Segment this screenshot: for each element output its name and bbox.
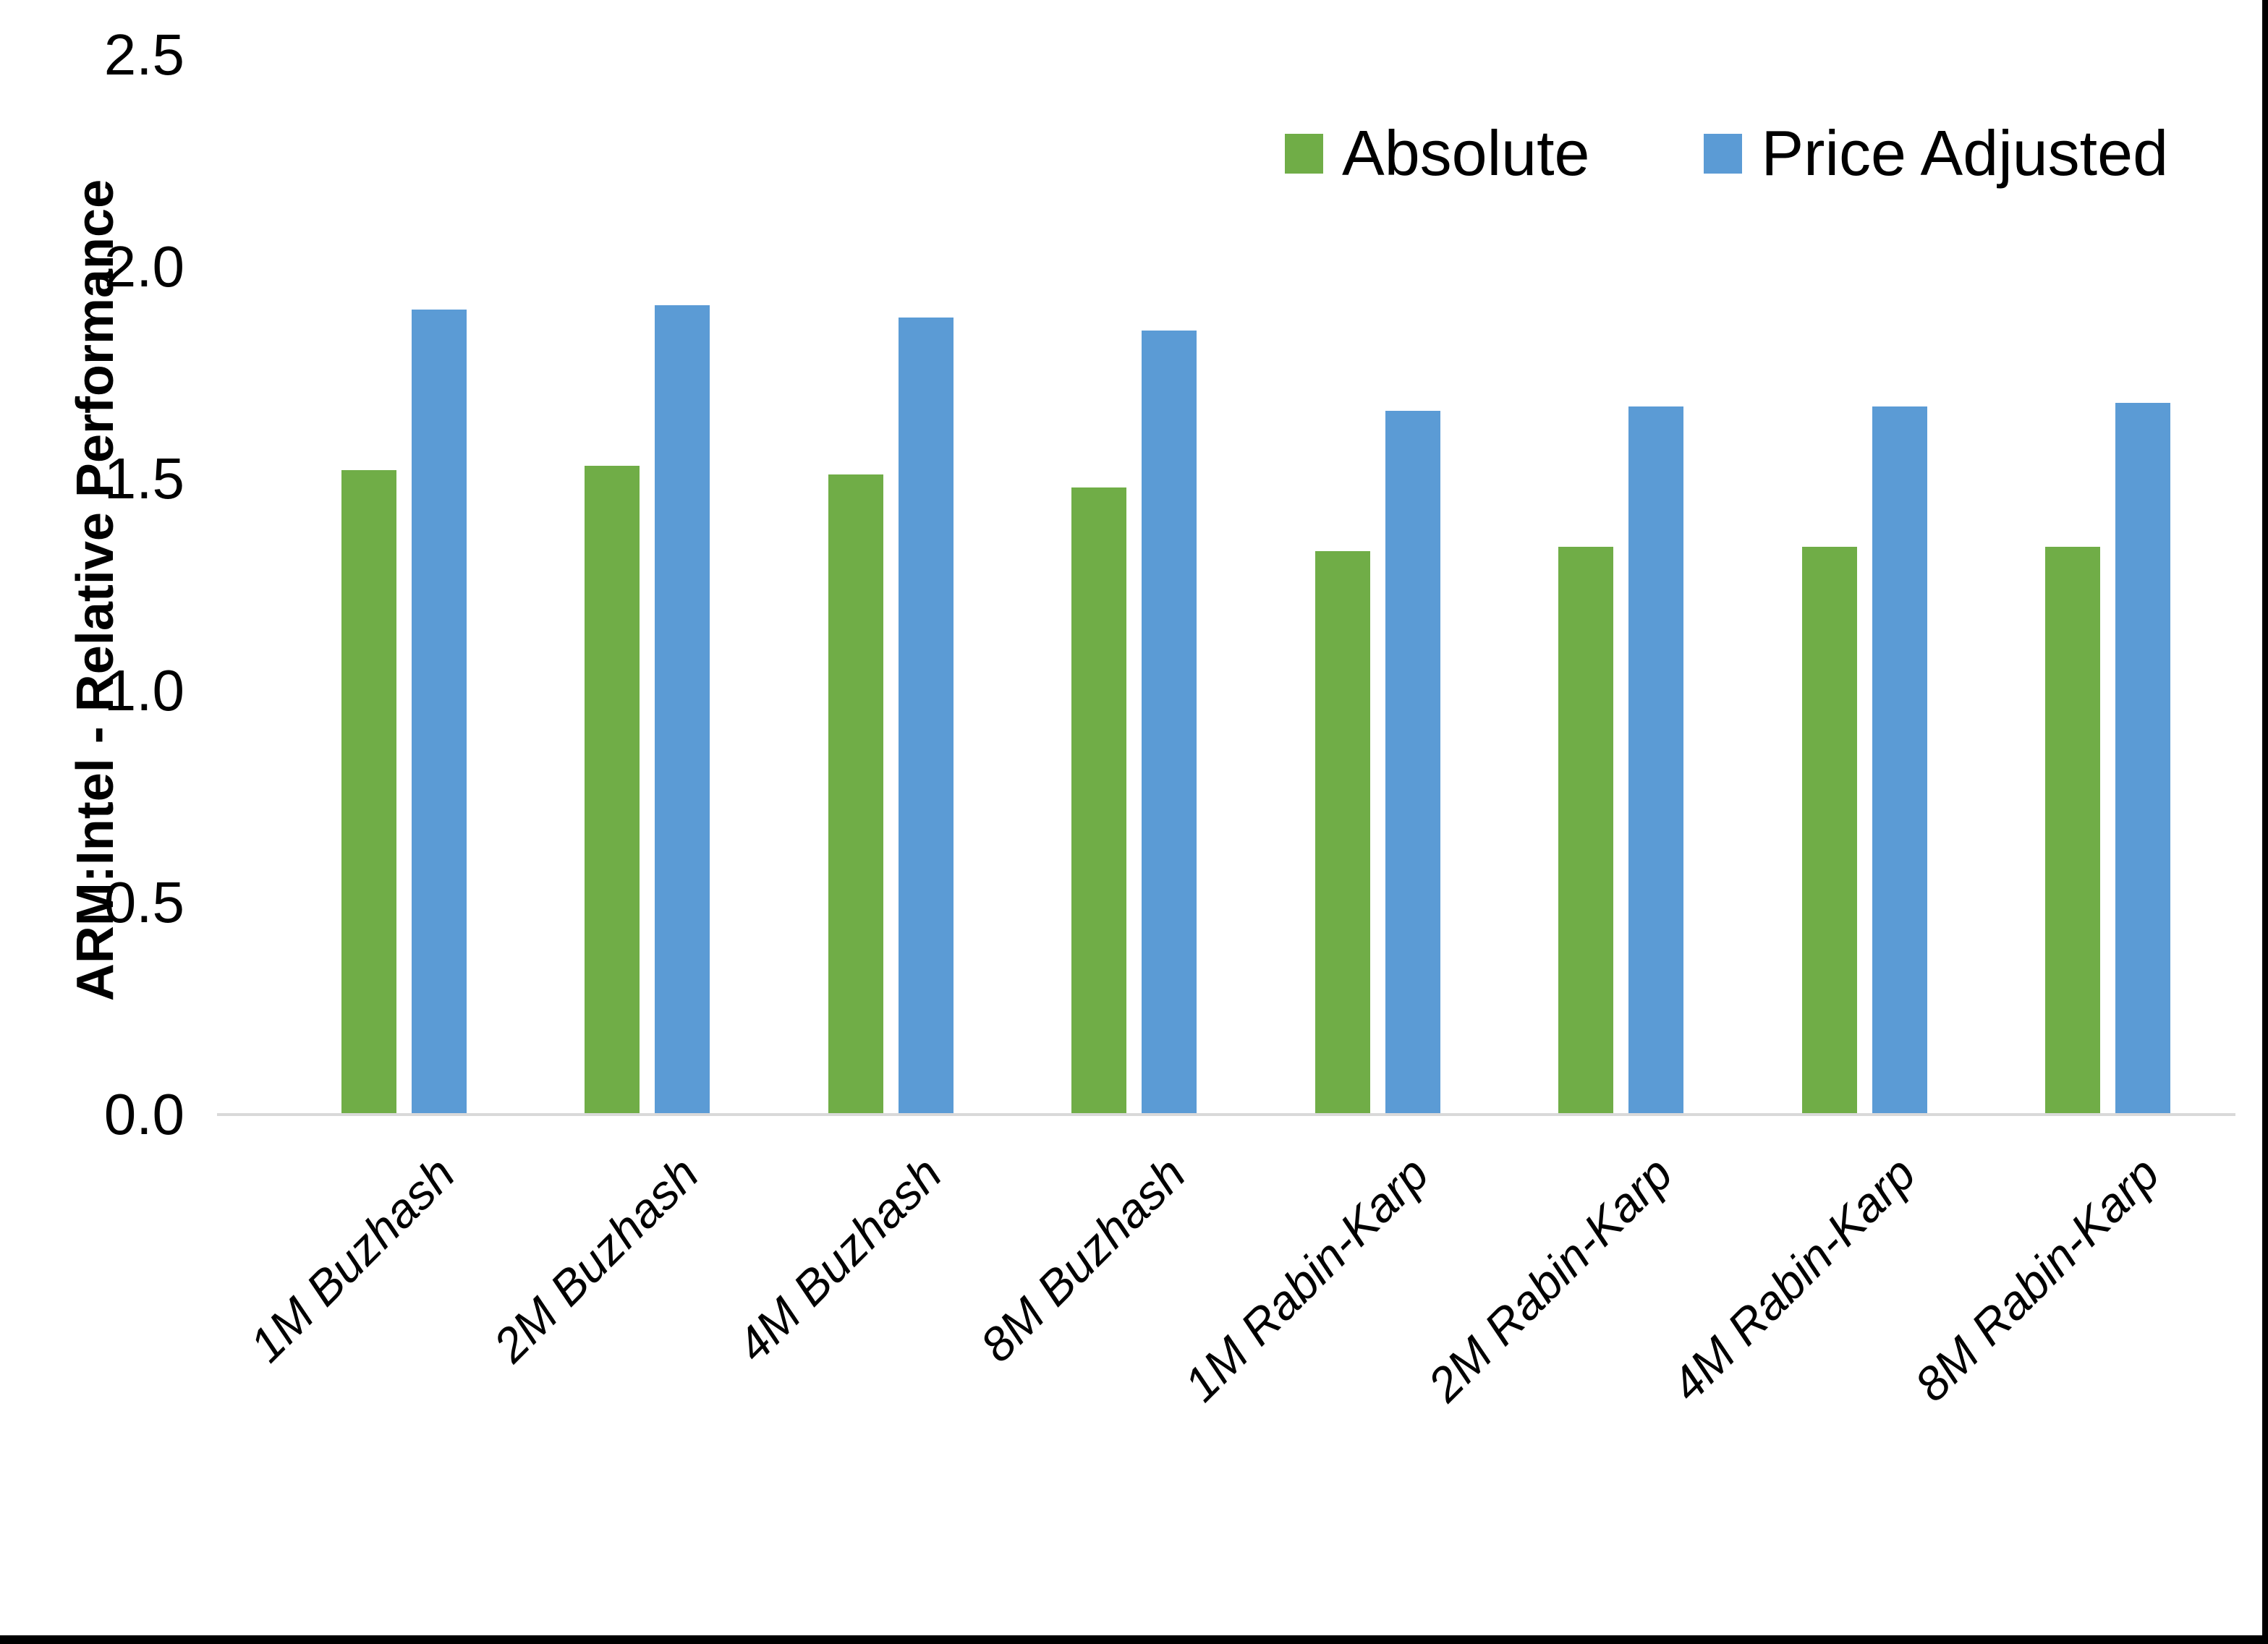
- bar-absolute: [341, 470, 396, 1115]
- bar-price-adjusted: [1142, 330, 1197, 1115]
- x-axis-label: 2M Rabin-Karp: [1417, 1146, 1683, 1412]
- x-axis-label: 4M Buzhash: [726, 1146, 952, 1372]
- bar-group-4m-rabin-karp: [1743, 55, 1987, 1115]
- x-axis-label: 2M Buzhash: [483, 1146, 709, 1372]
- bar-group-2m-buzhash: [526, 55, 770, 1115]
- x-axis-line: [217, 1113, 2235, 1116]
- y-tick-label: 2.5: [103, 22, 184, 87]
- bar-price-adjusted: [655, 304, 710, 1115]
- bar-price-adjusted: [1385, 411, 1440, 1115]
- y-tick-label: 2.0: [103, 234, 184, 299]
- bar-price-adjusted: [1628, 406, 1684, 1115]
- window-border-right: [2262, 0, 2268, 1644]
- x-axis-label: 4M Rabin-Karp: [1660, 1146, 1926, 1412]
- bar-absolute: [1801, 546, 1857, 1115]
- window-border-bottom: [0, 1635, 2268, 1644]
- bar-price-adjusted: [411, 309, 467, 1115]
- y-tick-label: 0.0: [103, 1082, 184, 1146]
- legend-label-absolute: Absolute: [1342, 117, 1590, 189]
- x-axis-label: 8M Buzhash: [969, 1146, 1196, 1372]
- bar-group-4m-buzhash: [769, 55, 1013, 1115]
- x-axis-label: 8M Rabin-Karp: [1904, 1146, 2170, 1412]
- y-tick-label: 1.0: [103, 658, 184, 723]
- bar-group-8m-rabin-karp: [1987, 55, 2230, 1115]
- bar-group-1m-buzhash: [282, 55, 526, 1115]
- x-axis-label: 1M Rabin-Karp: [1173, 1146, 1439, 1412]
- bar-price-adjusted: [2115, 402, 2171, 1115]
- bar-absolute: [585, 466, 640, 1115]
- x-axis-label: 1M Buzhash: [239, 1146, 465, 1372]
- legend-entry-price-adjusted: Price Adjusted: [1704, 122, 2168, 185]
- bar-absolute: [1314, 550, 1370, 1115]
- bar-absolute: [1071, 487, 1127, 1115]
- legend-label-price-adjusted: Price Adjusted: [1761, 117, 2169, 189]
- plot-area: [282, 55, 2230, 1115]
- legend: Absolute Price Adjusted: [1285, 122, 2168, 185]
- y-tick-label: 0.5: [103, 870, 184, 934]
- bar-group-8m-buzhash: [1013, 55, 1257, 1115]
- legend-swatch-price-adjusted: [1704, 133, 1743, 174]
- legend-entry-absolute: Absolute: [1285, 122, 1589, 185]
- y-axis-title: ARM:Intel - Relative Performance: [67, 179, 124, 1002]
- bar-absolute: [828, 474, 883, 1115]
- bar-absolute: [2045, 546, 2101, 1115]
- legend-swatch-absolute: [1285, 133, 1323, 174]
- bar-absolute: [1558, 546, 1614, 1115]
- bar-price-adjusted: [898, 318, 954, 1115]
- bar-price-adjusted: [1872, 406, 1927, 1115]
- bar-group-1m-rabin-karp: [1256, 55, 1500, 1115]
- bar-group-2m-rabin-karp: [1500, 55, 1744, 1115]
- y-tick-label: 1.5: [103, 446, 184, 511]
